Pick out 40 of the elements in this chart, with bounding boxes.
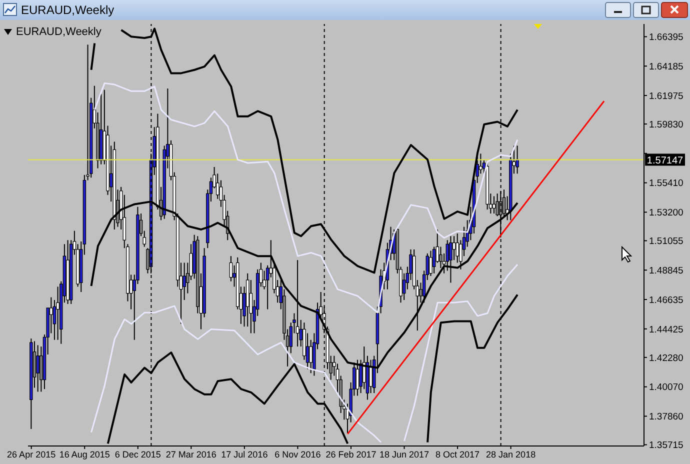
y-tick-label: 1.42280 [649,352,684,364]
y-tick-label: 1.40070 [649,382,684,394]
y-tick-label: 1.64185 [649,61,684,72]
y-tick-label: 1.59830 [649,119,684,130]
y-tick-label: 1.48845 [649,265,684,276]
x-tick-label: 6 Nov 2016 [274,449,321,460]
y-tick-label: 1.53200 [649,208,684,219]
y-tick-label: 1.66395 [649,32,684,44]
candlestick [56,286,60,340]
x-tick-label: 26 Feb 2017 [326,449,376,460]
x-tick-label: 26 Apr 2015 [7,449,56,460]
candlestick [452,236,456,261]
candlestick [516,145,519,174]
x-tick-label: 17 Jul 2016 [221,449,268,460]
candlestick [36,344,40,392]
candlestick [429,250,432,277]
y-tick-label: 1.55410 [649,178,684,190]
x-tick-label: 28 Jan 2018 [486,449,536,460]
candlestick [492,196,496,214]
x-tick-label: 16 Aug 2015 [59,449,110,460]
x-tick-label: 18 Jun 2017 [379,449,430,460]
y-tick-label: 1.61975 [649,90,684,102]
line-series [94,82,518,314]
y-tick-label: 1.37860 [649,412,684,423]
y-tick-label: 1.46635 [649,294,684,306]
candlestick [296,260,300,348]
candlestick [479,153,482,174]
ref-line-label: 1.57147 [646,156,684,167]
y-tick-label: 1.35715 [649,440,684,452]
y-tick-label: 1.44425 [649,324,684,336]
x-tick-label: 27 Mar 2016 [166,449,216,460]
candlestick [449,236,452,284]
candlestick [309,339,312,374]
candlestick [182,262,186,300]
x-tick-label: 8 Oct 2017 [436,449,480,460]
candlestick [50,296,53,334]
chart-title: EURAUD,Weekly [21,3,114,17]
chart-subtitle: EURAUD,Weekly [16,26,102,38]
y-tick-label: 1.51055 [649,236,684,248]
x-tick-label: 6 Dec 2015 [114,449,161,460]
